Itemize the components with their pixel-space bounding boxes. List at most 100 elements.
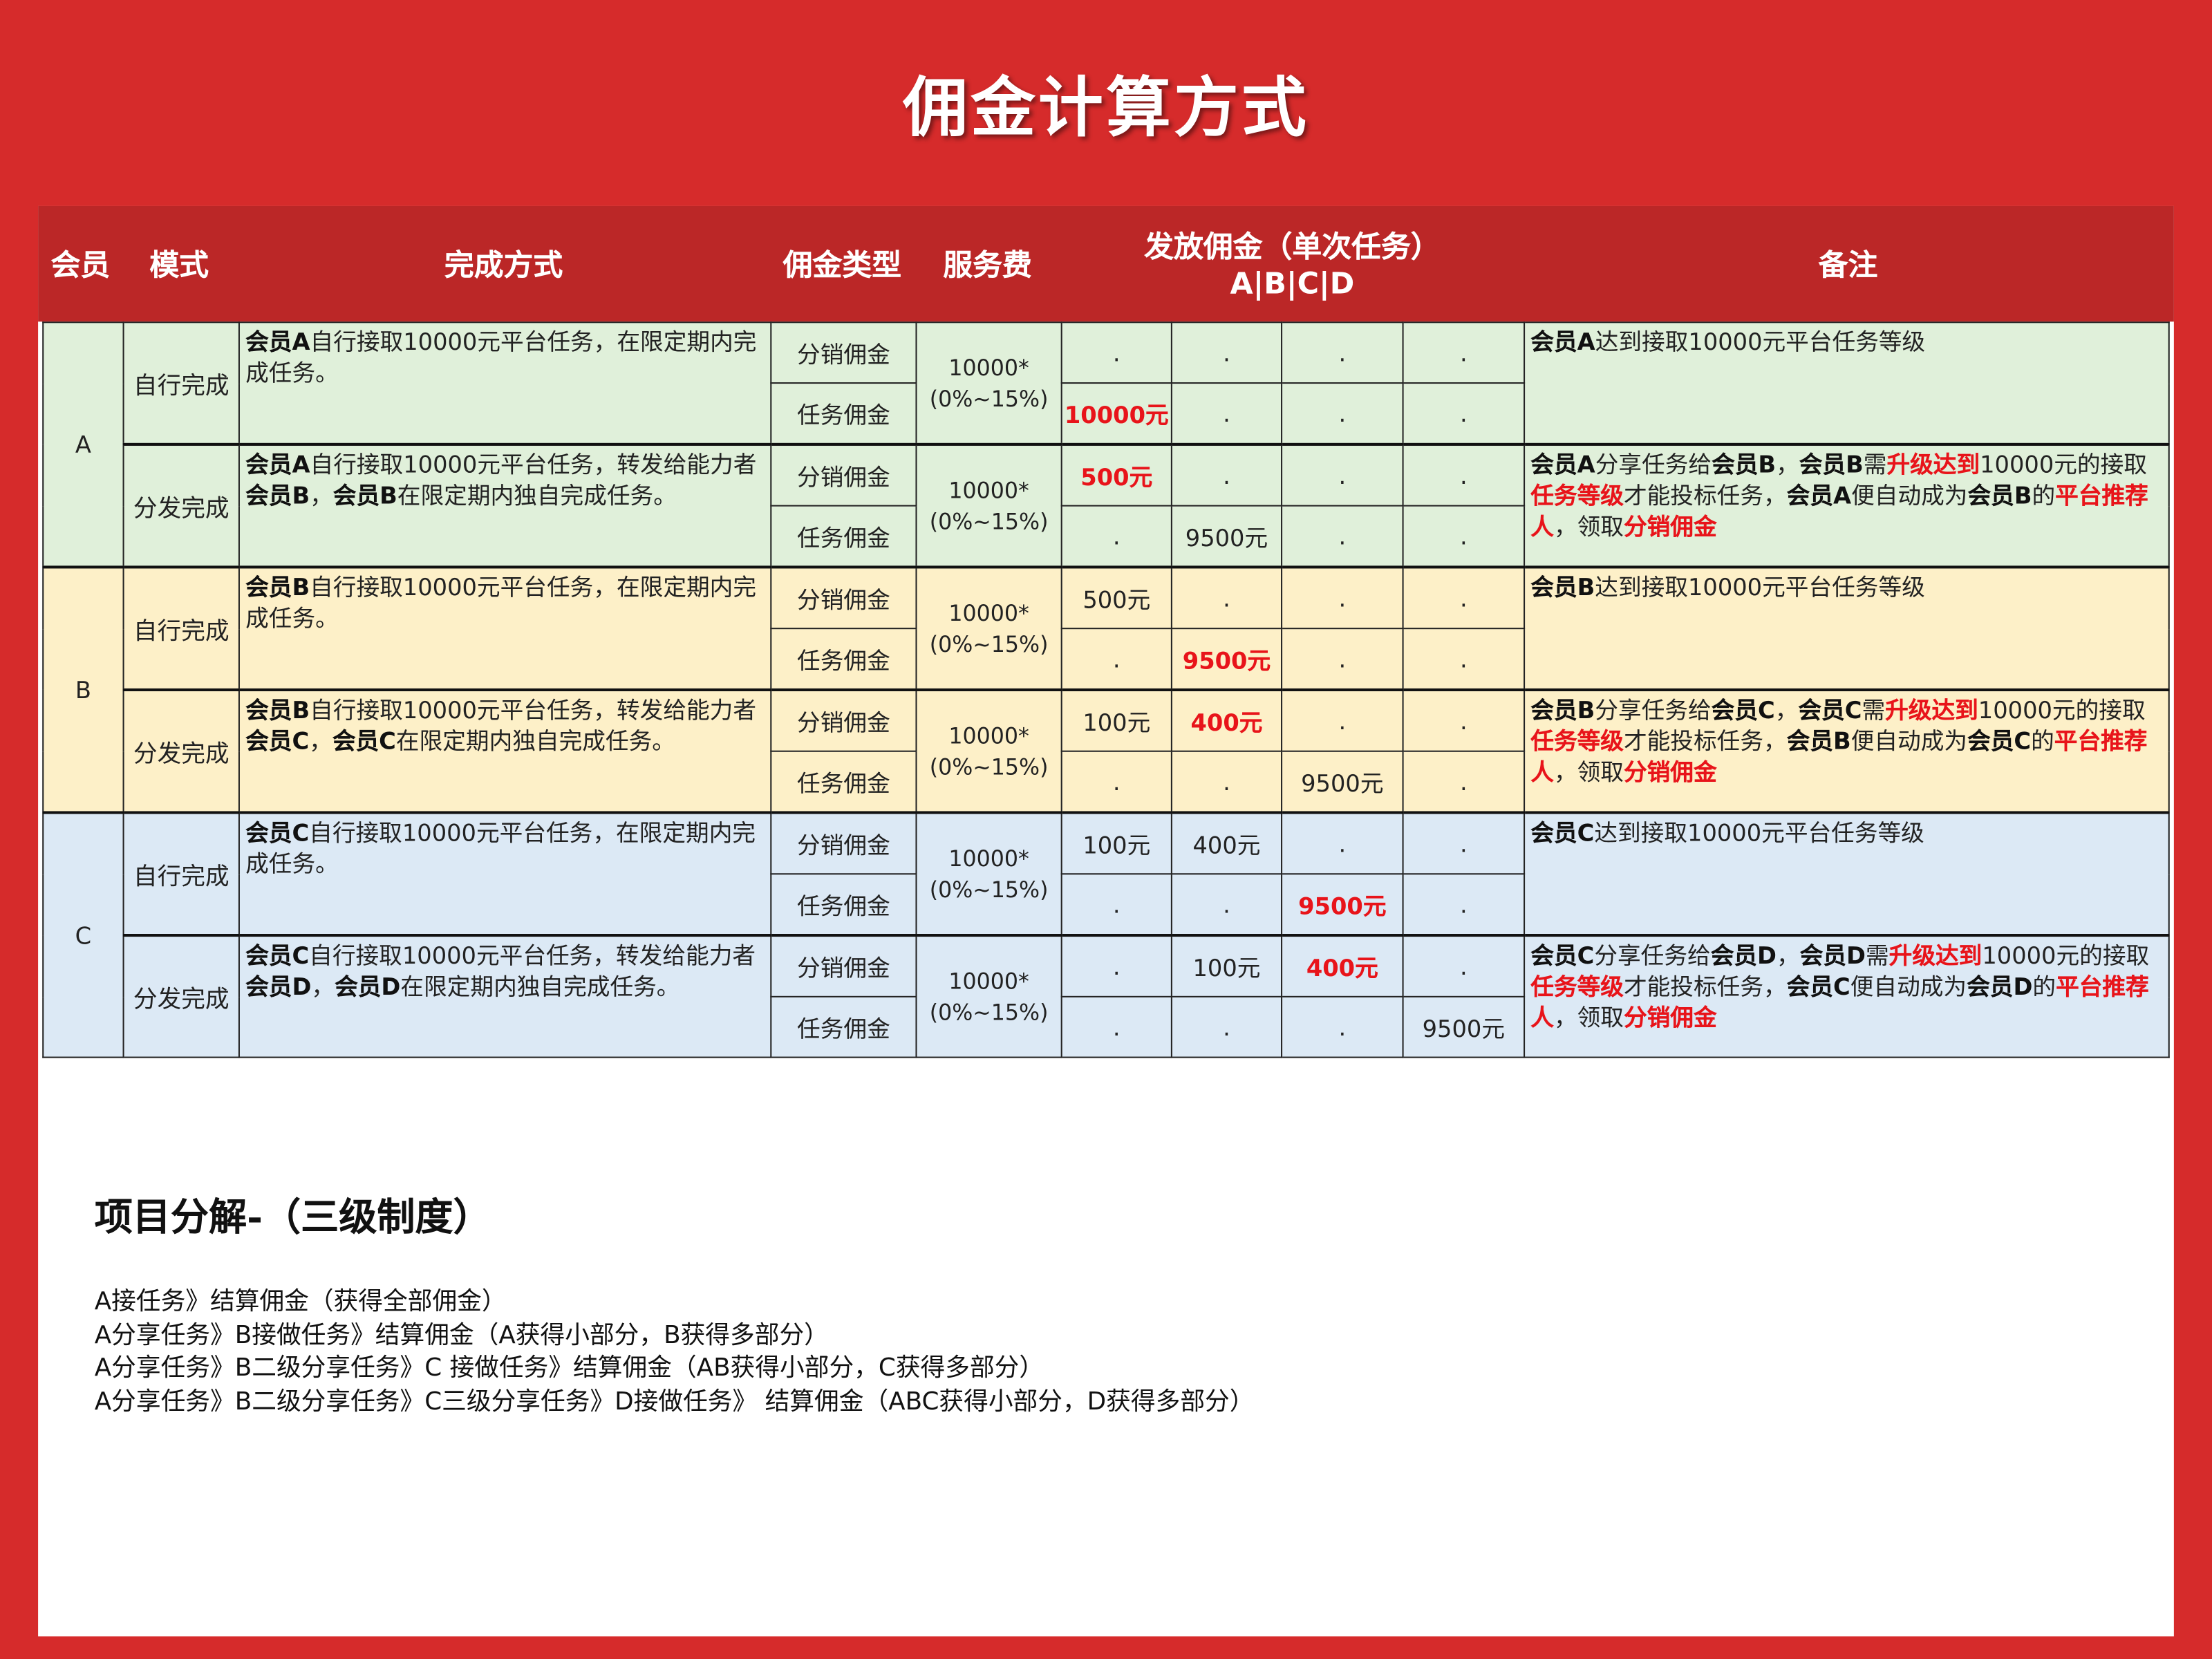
table-row: 任务佣金.. 9500元. xyxy=(43,873,2168,937)
member-name: 会员C xyxy=(1530,819,1595,847)
payout-a: 100元 xyxy=(1060,688,1172,752)
payout-d: . xyxy=(1402,811,1526,875)
highlight-text: 平台推荐人 xyxy=(1530,728,2148,786)
fee-amount: 10000* xyxy=(948,355,1029,380)
text-segment: 需 xyxy=(1862,697,1886,724)
text-segment: 达到接取10000元平台任务等级 xyxy=(1595,328,1926,356)
text-segment: 10000元的接取 xyxy=(1982,942,2150,970)
table-row: 分发完成 会员A自行接取10000元平台任务，转发给能力者会员B，会员B在限定期内… xyxy=(43,442,2170,568)
service-fee: 10000* (0%~15%) xyxy=(915,442,1062,568)
text-segment: ， xyxy=(1776,451,1799,478)
member-cell: B xyxy=(42,565,124,814)
remark-cell: 会员C达到接取10000元平台任务等级 xyxy=(1524,811,2170,937)
service-fee: 10000* (0%~15%) xyxy=(915,688,1062,814)
payout-a: 100元 xyxy=(1060,811,1172,875)
text-segment: 自行接取10000元平台任务，转发给能力者 xyxy=(310,451,757,478)
payout-a: . xyxy=(1060,628,1172,691)
text-segment: ， xyxy=(311,973,335,1000)
commission-type: 任务佣金 xyxy=(770,750,917,814)
member-name: 会员C xyxy=(1967,728,2032,755)
text-segment: 的 xyxy=(2031,728,2054,755)
fee-amount: 10000* xyxy=(948,845,1029,872)
payout-a: 500元 xyxy=(1060,442,1172,507)
table-row: 任务佣金... 9500元 xyxy=(43,995,2168,1058)
highlight-text: 分销佣金 xyxy=(1623,1004,1717,1031)
highlight-text: 分销佣金 xyxy=(1623,513,1717,541)
text-segment: 在限定期内独自完成任务。 xyxy=(400,973,680,1000)
payout-d: . xyxy=(1402,505,1526,568)
breakdown-line: A分享任务》B二级分享任务》C 接做任务》结算佣金（AB获得小部分，C获得多部分… xyxy=(94,1354,1044,1382)
header-mode: 模式 xyxy=(149,248,209,283)
member-name: 会员A xyxy=(245,328,310,356)
text-segment: 自行接取10000元平台任务，在限定期内完成任务。 xyxy=(245,819,756,878)
text-segment: 自行接取10000元平台任务，转发给能力者 xyxy=(310,697,757,724)
header-member: 会员 xyxy=(50,248,111,283)
text-segment: 在限定期内独自完成任务。 xyxy=(395,728,675,755)
commission-type: 分销佣金 xyxy=(770,688,917,752)
header-type: 佣金类型 xyxy=(782,248,902,283)
payout-a: . xyxy=(1060,321,1172,384)
text-segment: 达到接取10000元平台任务等级 xyxy=(1594,819,1924,847)
text-segment: 便自动成为 xyxy=(1850,728,1968,755)
text-segment: ， xyxy=(1774,697,1799,724)
header-payout-sub: A|B|C|D xyxy=(1230,266,1355,301)
fee-rate: (0%~15%) xyxy=(929,386,1049,411)
commission-type: 分销佣金 xyxy=(770,321,917,384)
commission-type: 任务佣金 xyxy=(770,382,917,445)
member-name: 会员D xyxy=(1710,942,1777,970)
member-name: 会员B xyxy=(245,482,310,509)
payout-c: 9500元 xyxy=(1281,873,1404,937)
payout-d: . xyxy=(1402,934,1526,997)
text-segment: ， xyxy=(309,728,332,755)
member-name: 会员C xyxy=(245,942,310,970)
table-row: 任务佣金 10000元... xyxy=(43,382,2168,445)
member-name: 会员D xyxy=(335,973,401,1000)
highlight-text: 任务等级 xyxy=(1530,482,1624,509)
payout-c: . xyxy=(1281,442,1404,507)
method-description: 会员A自行接取10000元平台任务，转发给能力者会员B，会员B在限定期内独自完成… xyxy=(238,442,772,568)
highlight-text: 平台推荐人 xyxy=(1530,973,2149,1031)
member-name: 会员C xyxy=(1798,697,1862,724)
commission-type: 任务佣金 xyxy=(770,505,917,568)
text-segment: ，领取 xyxy=(1553,758,1624,786)
member-name: 会员A xyxy=(245,451,310,478)
member-name: 会员B xyxy=(1530,697,1595,724)
text-segment: 的 xyxy=(2032,973,2056,1000)
payout-c: . xyxy=(1281,321,1404,384)
payout-a: . xyxy=(1060,934,1172,997)
payout-b: 400元 xyxy=(1170,688,1283,752)
table-row: C 自行完成 会员C自行接取10000元平台任务，在限定期内完成任务。 分销佣金 100… xyxy=(42,811,2170,1058)
text-segment: ，领取 xyxy=(1553,1004,1624,1031)
fee-rate: (0%~15%) xyxy=(929,753,1049,780)
header-remark: 备注 xyxy=(1818,248,1878,283)
service-fee: 10000* (0%~15%) xyxy=(915,811,1062,937)
text-segment: 才能投标任务， xyxy=(1623,973,1787,1000)
table-row: A 自行完成 会员A自行接取10000元平台任务，在限定期内完成任务。 分销佣金 100… xyxy=(42,321,2170,568)
text-segment: 便自动成为 xyxy=(1850,973,1967,1000)
member-name: 会员A xyxy=(1786,482,1852,509)
member-name: 会员B xyxy=(245,697,310,724)
member-name: 会员B xyxy=(245,574,310,601)
payout-b: . xyxy=(1170,565,1283,630)
table-row: 任务佣金. 9500元.. xyxy=(43,628,2168,691)
fee-amount: 10000* xyxy=(948,722,1029,749)
member-name: 会员A xyxy=(1530,328,1595,356)
service-fee: 10000* (0%~15%) xyxy=(915,934,1062,1058)
mode-cell: 自行完成 xyxy=(122,565,240,691)
payout-a: . xyxy=(1060,750,1172,814)
header-payout-title: 发放佣金（单次任务） xyxy=(1144,229,1441,264)
text-segment: 达到接取10000元平台任务等级 xyxy=(1595,574,1925,601)
payout-b: . xyxy=(1170,442,1283,507)
payout-b: . xyxy=(1170,873,1283,937)
member-name: 会员C xyxy=(1530,942,1595,970)
breakdown-title: 项目分解-（三级制度） xyxy=(94,1196,491,1240)
payout-d: . xyxy=(1402,382,1526,445)
remark-cell: 会员B分享任务给会员C，会员C需升级达到10000元的接取任务等级才能投标任务，… xyxy=(1524,688,2170,814)
fee-amount: 10000* xyxy=(948,600,1029,626)
commission-table: A 自行完成 会员A自行接取10000元平台任务，在限定期内完成任务。 分销佣金 100… xyxy=(42,321,2170,1058)
table-header: 会员 模式 完成方式 佣金类型 服务费 发放佣金（单次任务） A|B|C|D 备注 xyxy=(38,205,2174,322)
highlight-text: 任务等级 xyxy=(1530,728,1624,755)
member-cell: A xyxy=(42,321,124,568)
payout-c: . xyxy=(1281,628,1404,691)
